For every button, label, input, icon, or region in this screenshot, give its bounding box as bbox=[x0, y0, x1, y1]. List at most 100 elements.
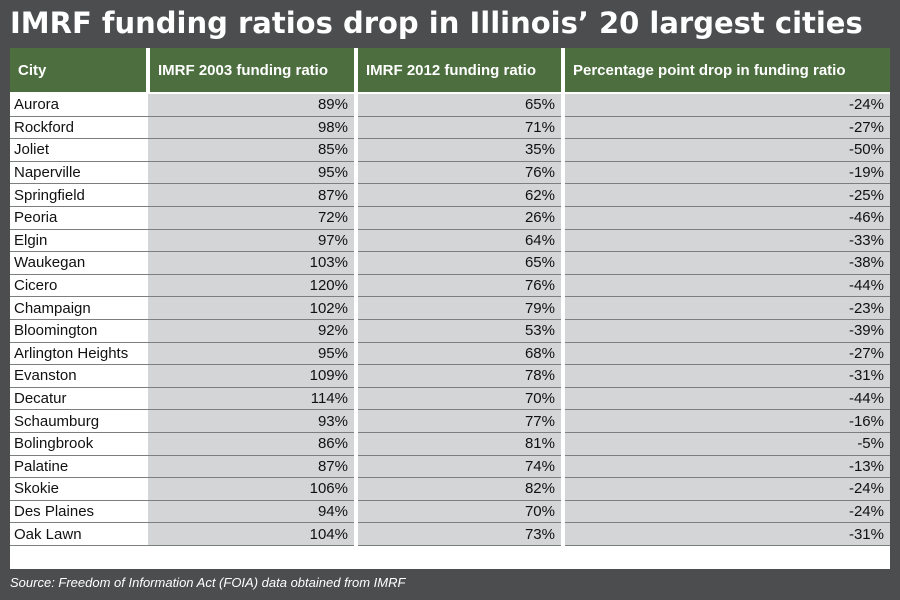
table-row: Evanston 109% 78% -31% bbox=[10, 364, 890, 388]
city-cell: Oak Lawn bbox=[10, 522, 148, 546]
drop-cell: -31% bbox=[563, 522, 890, 546]
city-cell: Naperville bbox=[10, 161, 148, 185]
city-cell: Peoria bbox=[10, 206, 148, 230]
ratio-2003-cell: 72% bbox=[148, 206, 358, 230]
table-row: Peoria 72% 26% -46% bbox=[10, 206, 890, 230]
drop-cell: -39% bbox=[563, 319, 890, 343]
table-row: Decatur 114% 70% -44% bbox=[10, 387, 890, 411]
drop-cell: -44% bbox=[563, 387, 890, 411]
source-note: Source: Freedom of Information Act (FOIA… bbox=[10, 575, 406, 590]
drop-cell: -13% bbox=[563, 455, 890, 479]
drop-cell: -19% bbox=[563, 161, 890, 185]
drop-cell: -24% bbox=[563, 500, 890, 524]
table-row: Elgin 97% 64% -33% bbox=[10, 229, 890, 253]
ratio-2012-cell: 82% bbox=[356, 477, 565, 501]
ratio-2012-cell: 71% bbox=[356, 116, 565, 140]
ratio-2003-cell: 114% bbox=[148, 387, 358, 411]
ratio-2003-cell: 93% bbox=[148, 409, 358, 433]
ratio-2012-cell: 79% bbox=[356, 296, 565, 320]
ratio-2003-cell: 92% bbox=[148, 319, 358, 343]
chart-title: IMRF funding ratios drop in Illinois’ 20… bbox=[10, 6, 863, 40]
ratio-2003-cell: 106% bbox=[148, 477, 358, 501]
drop-cell: -44% bbox=[563, 274, 890, 298]
city-cell: Champaign bbox=[10, 296, 148, 320]
ratio-2012-cell: 35% bbox=[356, 138, 565, 162]
ratio-2012-cell: 64% bbox=[356, 229, 565, 253]
ratio-2012-cell: 81% bbox=[356, 432, 565, 456]
city-cell: Waukegan bbox=[10, 251, 148, 275]
ratio-2012-cell: 76% bbox=[356, 161, 565, 185]
table-row: Bolingbrook 86% 81% -5% bbox=[10, 432, 890, 456]
drop-cell: -38% bbox=[563, 251, 890, 275]
ratio-2003-cell: 97% bbox=[148, 229, 358, 253]
ratio-2012-cell: 70% bbox=[356, 387, 565, 411]
ratio-2012-cell: 65% bbox=[356, 251, 565, 275]
ratio-2003-cell: 89% bbox=[148, 93, 358, 117]
table-row: Waukegan 103% 65% -38% bbox=[10, 251, 890, 275]
ratio-2003-cell: 95% bbox=[148, 342, 358, 366]
ratio-2003-cell: 87% bbox=[148, 183, 358, 207]
ratio-2003-cell: 102% bbox=[148, 296, 358, 320]
city-cell: Bloomington bbox=[10, 319, 148, 343]
table-row: Aurora 89% 65% -24% bbox=[10, 93, 890, 117]
drop-cell: -5% bbox=[563, 432, 890, 456]
city-cell: Elgin bbox=[10, 229, 148, 253]
city-cell: Joliet bbox=[10, 138, 148, 162]
city-cell: Palatine bbox=[10, 455, 148, 479]
city-cell: Aurora bbox=[10, 93, 148, 117]
drop-cell: -16% bbox=[563, 409, 890, 433]
table-row: Cicero 120% 76% -44% bbox=[10, 274, 890, 298]
drop-cell: -31% bbox=[563, 364, 890, 388]
ratio-2012-cell: 68% bbox=[356, 342, 565, 366]
ratio-2012-cell: 76% bbox=[356, 274, 565, 298]
ratio-2003-cell: 94% bbox=[148, 500, 358, 524]
table-row: Arlington Heights 95% 68% -27% bbox=[10, 342, 890, 366]
ratio-2012-cell: 73% bbox=[356, 522, 565, 546]
table-row: Palatine 87% 74% -13% bbox=[10, 455, 890, 479]
city-cell: Arlington Heights bbox=[10, 342, 148, 366]
ratio-2012-cell: 62% bbox=[356, 183, 565, 207]
ratio-2012-cell: 78% bbox=[356, 364, 565, 388]
ratio-2012-cell: 65% bbox=[356, 93, 565, 117]
table-panel: City IMRF 2003 funding ratio IMRF 2012 f… bbox=[10, 48, 890, 569]
drop-cell: -50% bbox=[563, 138, 890, 162]
column-header-city: City bbox=[10, 48, 150, 94]
drop-cell: -27% bbox=[563, 116, 890, 140]
column-header-2003-ratio: IMRF 2003 funding ratio bbox=[148, 48, 358, 94]
city-cell: Cicero bbox=[10, 274, 148, 298]
ratio-2012-cell: 77% bbox=[356, 409, 565, 433]
table-row: Oak Lawn 104% 73% -31% bbox=[10, 522, 890, 546]
funding-table: City IMRF 2003 funding ratio IMRF 2012 f… bbox=[10, 48, 890, 546]
table-row: Springfield 87% 62% -25% bbox=[10, 183, 890, 207]
drop-cell: -24% bbox=[563, 93, 890, 117]
table-body: Aurora 89% 65% -24% Rockford 98% 71% -27% Joliet… bbox=[10, 93, 890, 546]
city-cell: Bolingbrook bbox=[10, 432, 148, 456]
ratio-2012-cell: 70% bbox=[356, 500, 565, 524]
drop-cell: -25% bbox=[563, 183, 890, 207]
table-row: Joliet 85% 35% -50% bbox=[10, 138, 890, 162]
drop-cell: -23% bbox=[563, 296, 890, 320]
column-header-2012-ratio: IMRF 2012 funding ratio bbox=[356, 48, 565, 94]
ratio-2012-cell: 26% bbox=[356, 206, 565, 230]
ratio-2003-cell: 120% bbox=[148, 274, 358, 298]
table-row: Schaumburg 93% 77% -16% bbox=[10, 409, 890, 433]
header-row: City IMRF 2003 funding ratio IMRF 2012 f… bbox=[10, 48, 890, 94]
ratio-2003-cell: 103% bbox=[148, 251, 358, 275]
drop-cell: -33% bbox=[563, 229, 890, 253]
column-header-drop: Percentage point drop in funding ratio bbox=[563, 48, 890, 94]
ratio-2003-cell: 104% bbox=[148, 522, 358, 546]
table-row: Des Plaines 94% 70% -24% bbox=[10, 500, 890, 524]
city-cell: Des Plaines bbox=[10, 500, 148, 524]
ratio-2003-cell: 86% bbox=[148, 432, 358, 456]
ratio-2003-cell: 98% bbox=[148, 116, 358, 140]
city-cell: Springfield bbox=[10, 183, 148, 207]
city-cell: Schaumburg bbox=[10, 409, 148, 433]
ratio-2012-cell: 74% bbox=[356, 455, 565, 479]
drop-cell: -27% bbox=[563, 342, 890, 366]
drop-cell: -24% bbox=[563, 477, 890, 501]
city-cell: Skokie bbox=[10, 477, 148, 501]
table-row: Skokie 106% 82% -24% bbox=[10, 477, 890, 501]
ratio-2003-cell: 87% bbox=[148, 455, 358, 479]
table-row: Champaign 102% 79% -23% bbox=[10, 296, 890, 320]
ratio-2003-cell: 95% bbox=[148, 161, 358, 185]
